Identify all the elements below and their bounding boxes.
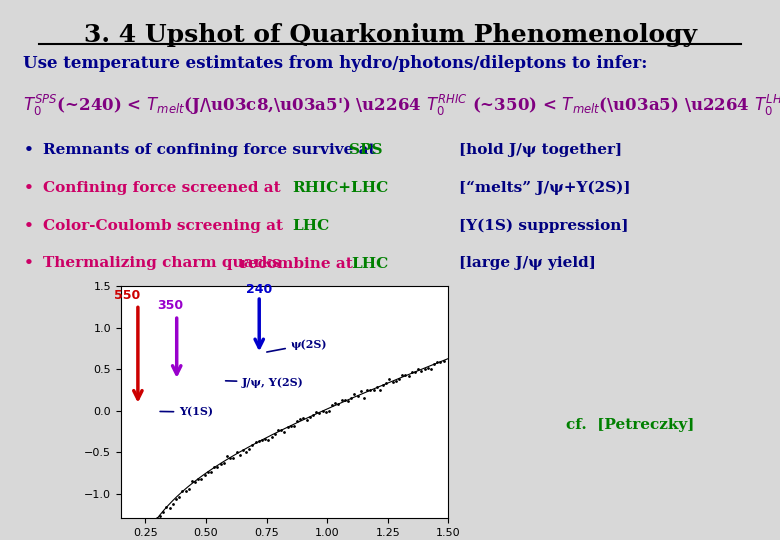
Text: $T_0^{SPS}$(~240) < $T_{melt}$(J/\u03c8,\u03a5') \u2264 $T_0^{RHIC}$ (~350) < $T: $T_0^{SPS}$(~240) < $T_{melt}$(J/\u03c8,… xyxy=(23,93,780,118)
Text: LHC: LHC xyxy=(292,219,330,233)
Text: LHC: LHC xyxy=(352,256,389,271)
Text: 240: 240 xyxy=(246,283,272,296)
Text: [“melts” J/ψ+Υ(2S)]: [“melts” J/ψ+Υ(2S)] xyxy=(459,181,630,195)
Text: 550: 550 xyxy=(114,289,140,302)
Text: Confining force screened at: Confining force screened at xyxy=(43,181,291,195)
Text: SPS: SPS xyxy=(349,143,382,157)
Text: Υ(1S): Υ(1S) xyxy=(160,407,213,417)
Text: •: • xyxy=(23,219,34,233)
Text: [large J/ψ yield]: [large J/ψ yield] xyxy=(459,256,595,271)
Text: •: • xyxy=(23,143,34,157)
Text: 350: 350 xyxy=(158,299,184,313)
Text: Remnants of confining force survive at: Remnants of confining force survive at xyxy=(43,143,381,157)
Text: 3. 4 Upshot of Quarkonium Phenomenology: 3. 4 Upshot of Quarkonium Phenomenology xyxy=(83,23,697,46)
Text: cf.  [Petreczky]: cf. [Petreczky] xyxy=(566,418,694,433)
Text: •: • xyxy=(23,181,34,195)
Text: [hold J/ψ together]: [hold J/ψ together] xyxy=(459,143,622,157)
Text: Color-Coulomb screening at: Color-Coulomb screening at xyxy=(43,219,288,233)
Text: Thermalizing charm quarks: Thermalizing charm quarks xyxy=(43,256,285,271)
Text: Use temperature estimtates from hydro/photons/dileptons to infer:: Use temperature estimtates from hydro/ph… xyxy=(23,55,647,72)
Text: •: • xyxy=(23,256,34,271)
Text: ψ(2S): ψ(2S) xyxy=(267,339,328,352)
Text: [Υ(1S) suppression]: [Υ(1S) suppression] xyxy=(459,219,628,233)
Text: J/ψ, Υ(2S): J/ψ, Υ(2S) xyxy=(225,377,304,388)
Text: RHIC+LHC: RHIC+LHC xyxy=(292,181,388,195)
Text: recombine at: recombine at xyxy=(240,256,358,271)
